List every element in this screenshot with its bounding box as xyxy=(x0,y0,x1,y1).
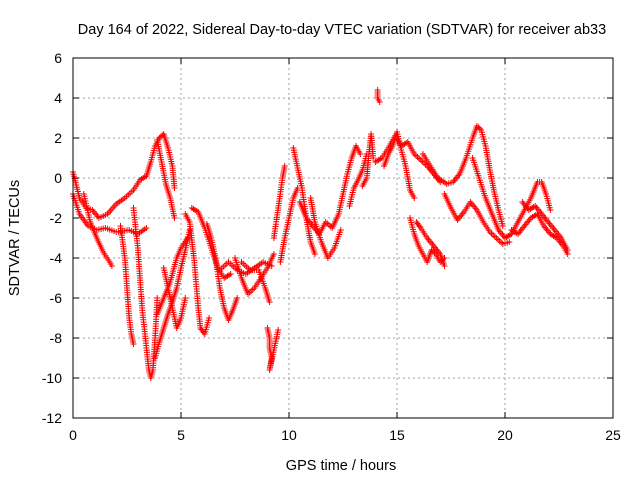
x-tick-label: 25 xyxy=(605,427,621,443)
y-tick-label: -8 xyxy=(50,330,63,346)
y-tick-label: -4 xyxy=(50,250,63,266)
y-tick-label: 2 xyxy=(54,130,62,146)
data-point xyxy=(266,299,273,305)
x-tick-label: 10 xyxy=(281,427,297,443)
y-tick-label: 0 xyxy=(54,170,62,186)
data-point xyxy=(270,251,277,257)
x-tick-labels: 0 5 10 15 20 25 xyxy=(69,427,621,443)
data-point xyxy=(130,341,137,347)
grid-lines xyxy=(73,58,613,418)
data-point xyxy=(411,195,418,201)
data-point xyxy=(182,295,189,301)
y-tick-label: -10 xyxy=(42,370,62,386)
data-point xyxy=(206,315,213,321)
data-markers xyxy=(70,87,571,381)
x-tick-label: 15 xyxy=(389,427,405,443)
y-tick-label: 6 xyxy=(54,50,62,66)
data-point xyxy=(281,163,288,169)
data-point xyxy=(357,151,364,157)
data-point xyxy=(154,295,161,301)
data-point xyxy=(275,327,282,333)
axis-ticks xyxy=(72,57,614,419)
y-tick-label: 4 xyxy=(54,90,62,106)
data-point xyxy=(108,263,115,269)
plot-frame xyxy=(72,57,614,419)
data-point xyxy=(143,225,150,231)
data-point xyxy=(186,227,193,233)
data-point xyxy=(547,207,554,213)
data-point xyxy=(499,223,506,229)
data-point xyxy=(337,227,344,233)
data-point xyxy=(370,155,377,161)
x-axis-label: GPS time / hours xyxy=(286,458,396,474)
data-point xyxy=(506,239,513,245)
data-point xyxy=(171,215,178,221)
chart-title: Day 164 of 2022, Sidereal Day-to-day VTE… xyxy=(78,22,606,38)
x-tick-label: 0 xyxy=(69,427,77,443)
data-point xyxy=(441,263,448,269)
data-point xyxy=(376,99,383,105)
y-tick-label: -12 xyxy=(42,410,62,426)
data-point xyxy=(428,247,435,253)
y-tick-label: -2 xyxy=(50,210,63,226)
y-axis-label: SDTVAR / TECUs xyxy=(7,180,23,296)
data-point xyxy=(227,271,234,277)
x-tick-label: 5 xyxy=(177,427,185,443)
x-tick-label: 20 xyxy=(497,427,513,443)
data-point xyxy=(564,247,571,253)
data-point xyxy=(234,295,241,301)
data-point xyxy=(475,124,482,131)
series-sdtvar xyxy=(70,87,571,381)
data-point xyxy=(311,251,318,257)
data-point xyxy=(171,185,178,191)
y-tick-label: -6 xyxy=(50,290,63,306)
y-tick-labels: -12 -10 -8 -6 -4 -2 0 2 4 6 xyxy=(42,50,62,426)
data-point xyxy=(476,125,483,132)
